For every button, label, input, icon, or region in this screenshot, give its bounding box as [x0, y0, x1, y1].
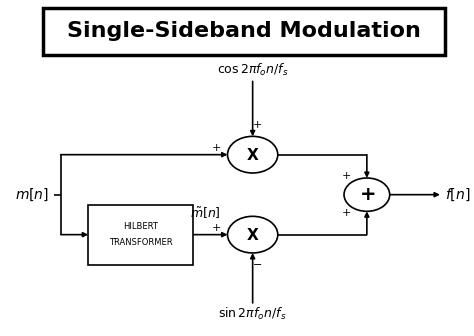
Text: $\mathbf{X}$: $\mathbf{X}$	[246, 147, 259, 163]
Text: TRANSFORMER: TRANSFORMER	[109, 239, 173, 248]
Text: −: −	[253, 260, 262, 269]
Circle shape	[228, 136, 278, 173]
Text: +: +	[342, 208, 351, 218]
Text: $m[n]$: $m[n]$	[15, 186, 49, 203]
Text: $\mathbf{+}$: $\mathbf{+}$	[359, 185, 375, 204]
Text: Single-Sideband Modulation: Single-Sideband Modulation	[66, 22, 420, 41]
Text: +: +	[211, 223, 221, 233]
Circle shape	[228, 216, 278, 253]
Text: $\mathbf{X}$: $\mathbf{X}$	[246, 227, 259, 243]
Text: $\cos 2\pi f_o n/ f_s$: $\cos 2\pi f_o n/ f_s$	[217, 62, 288, 78]
Text: $\tilde{m}[n]$: $\tilde{m}[n]$	[191, 206, 221, 221]
Text: +: +	[253, 120, 262, 130]
Bar	[43, 8, 445, 55]
Circle shape	[344, 178, 390, 211]
Text: $\sin 2\pi f_o n / f_s$: $\sin 2\pi f_o n / f_s$	[219, 306, 287, 322]
Text: HILBERT: HILBERT	[123, 222, 158, 231]
Text: $f[n]$: $f[n]$	[445, 186, 470, 203]
Text: +: +	[342, 171, 351, 181]
Bar	[88, 205, 193, 265]
Text: +: +	[211, 143, 221, 153]
